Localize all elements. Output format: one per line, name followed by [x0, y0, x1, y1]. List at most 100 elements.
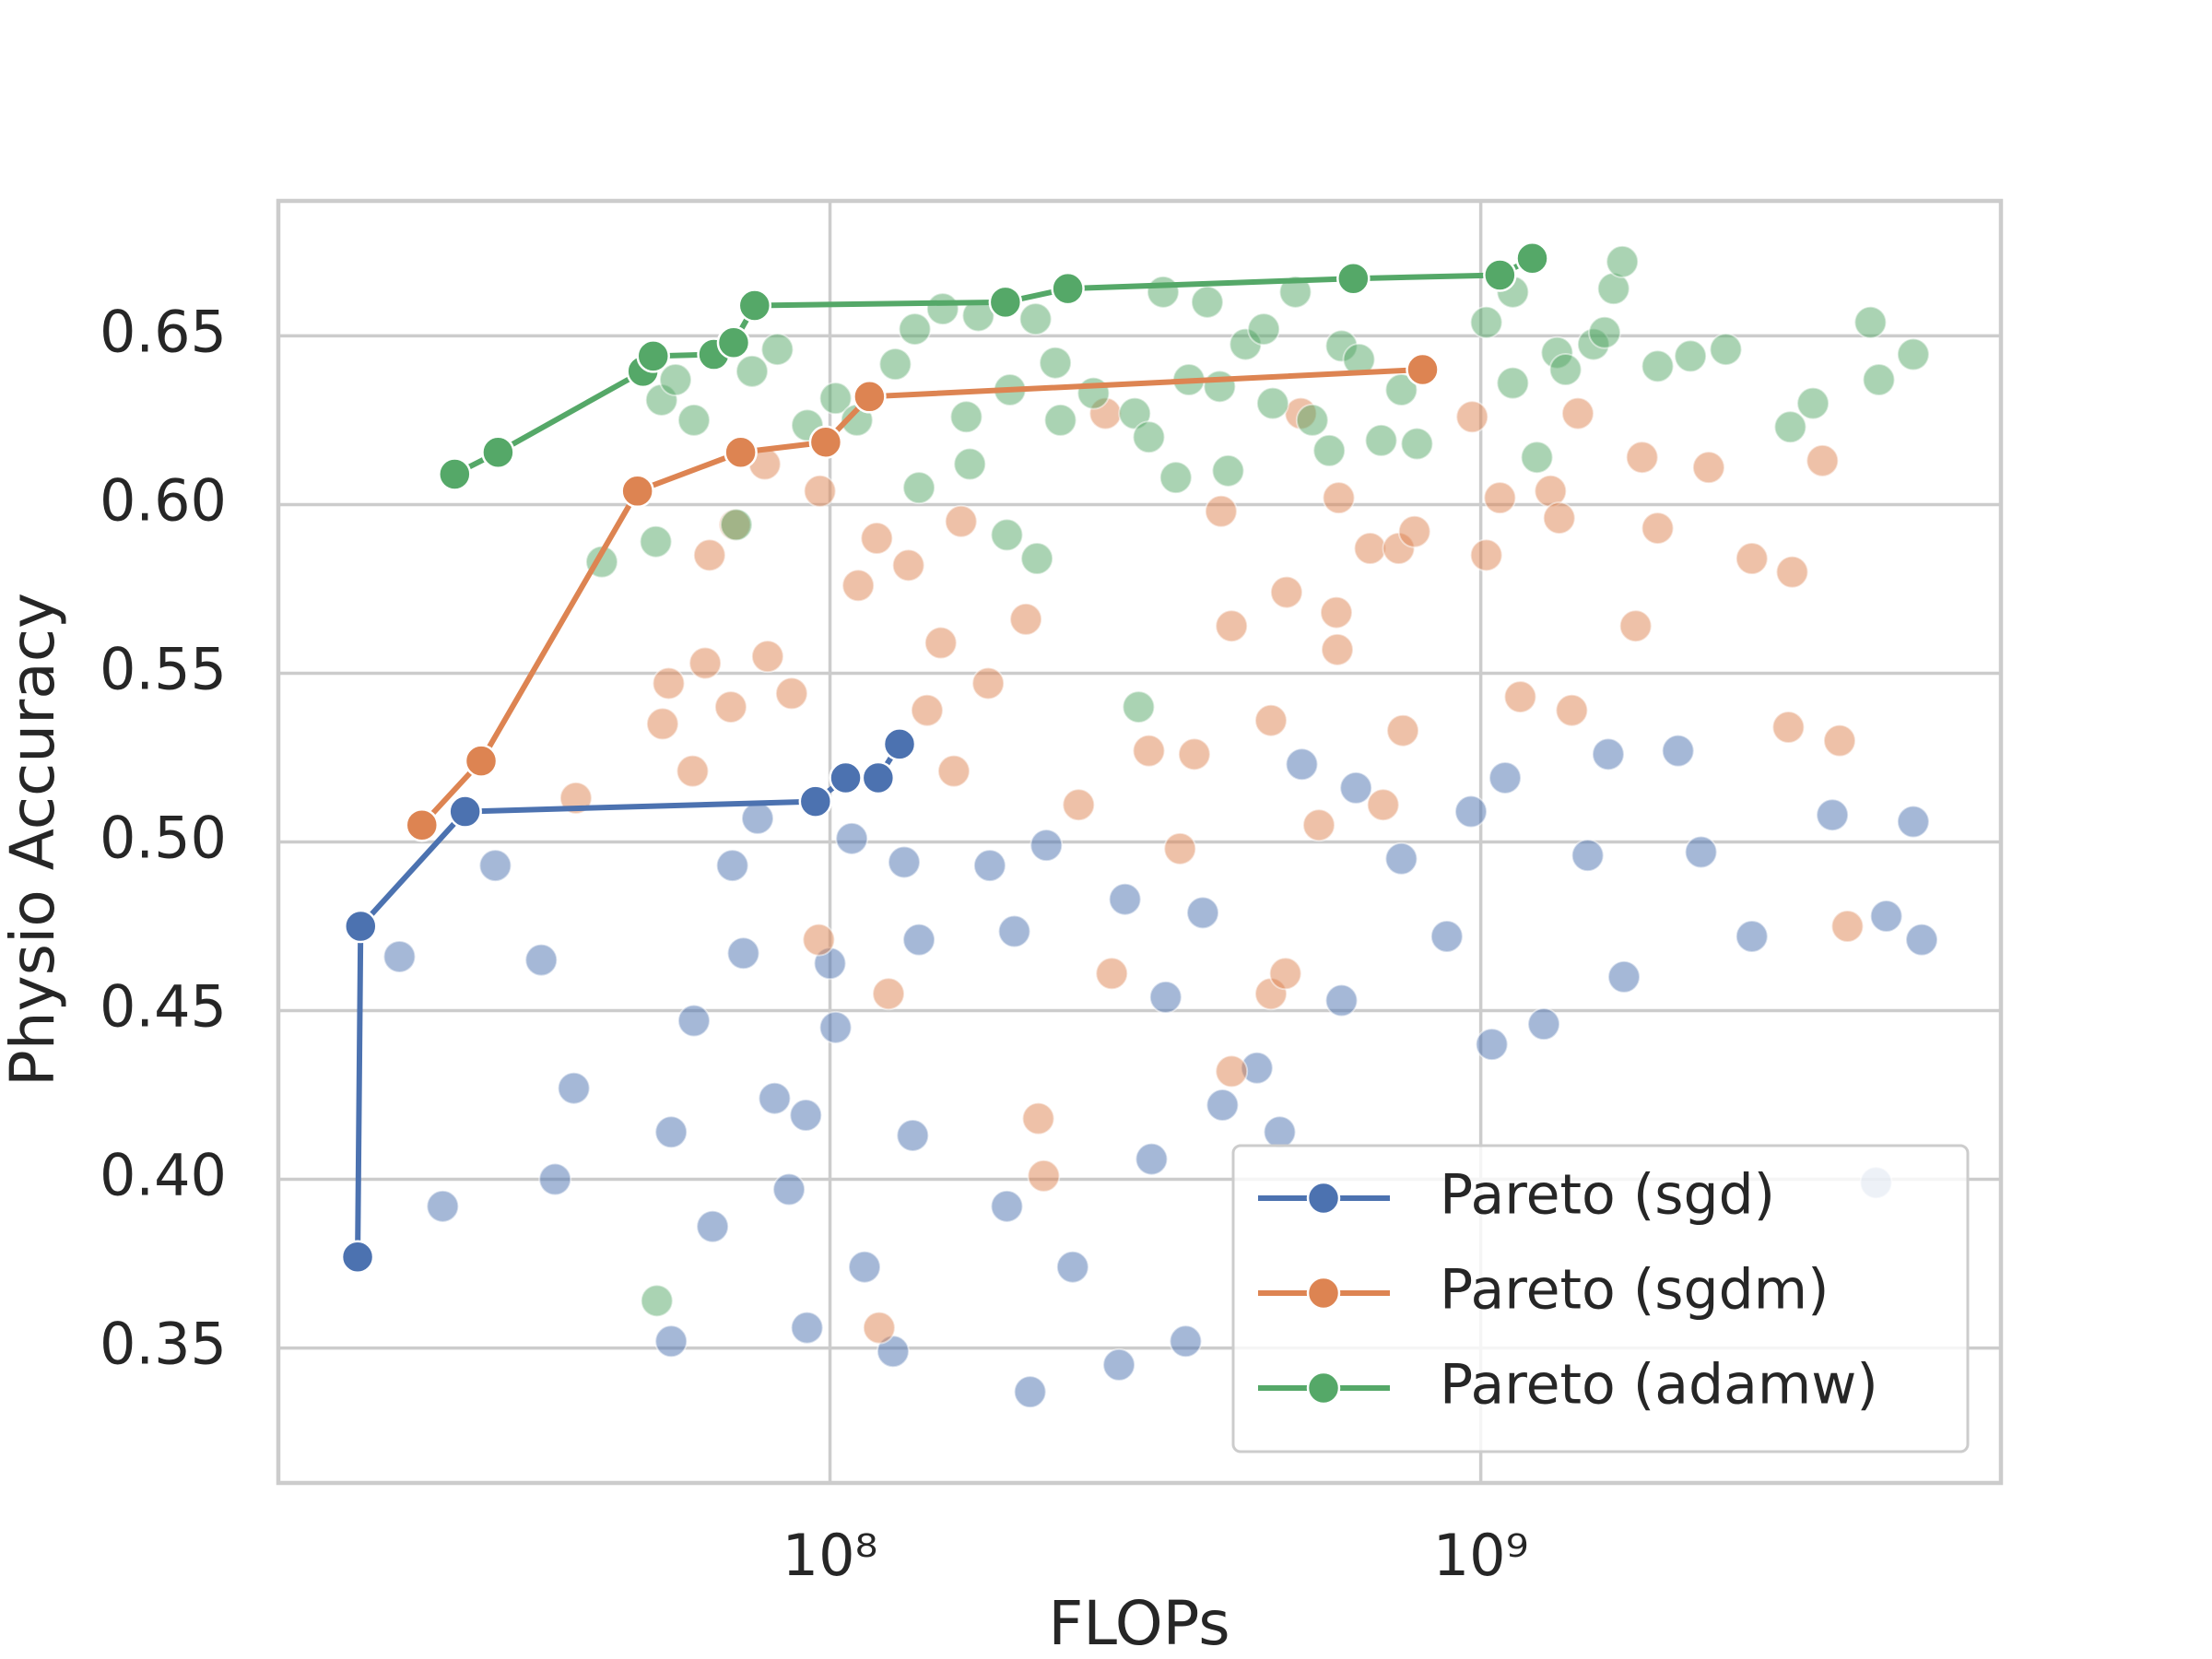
scatter-points	[382, 244, 1939, 1409]
legend-label: Pareto (sgdm)	[1440, 1258, 1830, 1323]
scatter-point	[1400, 427, 1434, 461]
scatter-point	[872, 977, 906, 1011]
scatter-point	[1625, 441, 1659, 475]
scatter-point	[696, 1209, 730, 1243]
scatter-point	[1542, 501, 1576, 535]
scatter-point	[1163, 831, 1197, 865]
pareto-marker	[1483, 258, 1517, 292]
y-tick-label: 0.60	[100, 467, 227, 535]
pareto-marker	[448, 794, 482, 829]
scatter-point	[774, 677, 808, 711]
pareto-marker	[481, 435, 515, 469]
y-tick-label: 0.55	[100, 636, 227, 703]
scatter-point	[750, 640, 784, 674]
legend-box	[1231, 1144, 1970, 1453]
scatter-point	[1896, 805, 1930, 839]
scatter-point	[971, 666, 1006, 700]
scatter-point	[677, 1004, 711, 1038]
scatter-point	[1709, 333, 1743, 367]
pareto-marker	[737, 288, 772, 323]
scatter-point	[1674, 339, 1708, 373]
pareto-marker	[1406, 352, 1440, 387]
scatter-point	[896, 1118, 930, 1152]
scatter-point	[1021, 1101, 1055, 1135]
pareto-lines	[340, 241, 1549, 1274]
scatter-point	[1830, 910, 1865, 944]
scatter-point	[1560, 396, 1594, 430]
scatter-point	[1483, 481, 1517, 515]
y-tick-label: 0.35	[100, 1311, 227, 1378]
scatter-point	[1204, 494, 1238, 528]
scatter-point	[1853, 305, 1888, 339]
scatter-point	[538, 1162, 572, 1196]
pareto-marker	[798, 784, 833, 818]
scatter-point	[1816, 798, 1850, 832]
pareto-marker	[620, 474, 654, 509]
pareto-marker	[344, 909, 378, 944]
pareto-marker	[724, 435, 758, 469]
scatter-point	[1146, 275, 1180, 309]
scatter-point	[898, 312, 932, 347]
scatter-point	[1285, 747, 1319, 782]
scatter-point	[1773, 410, 1807, 444]
scatter-point	[860, 522, 894, 556]
scatter-point	[1469, 538, 1503, 572]
scatter-point	[760, 333, 794, 367]
scatter-point	[1896, 337, 1930, 371]
scatter-point	[1169, 1324, 1203, 1359]
scatter-point	[887, 845, 921, 879]
pareto-marker	[340, 1240, 375, 1274]
pareto-marker	[716, 325, 751, 359]
scatter-point	[910, 693, 944, 727]
scatter-point	[1869, 900, 1903, 934]
scatter-point	[1206, 1088, 1240, 1123]
scatter-point	[478, 849, 512, 883]
x-tick-label: 10⁹	[1433, 1522, 1529, 1589]
scatter-point	[1822, 724, 1856, 758]
scatter-point	[925, 292, 959, 326]
pareto-marker	[853, 380, 887, 414]
scatter-point	[1520, 441, 1554, 475]
scatter-point	[1122, 690, 1156, 724]
y-tick-label: 0.65	[100, 299, 227, 366]
scatter-point	[1253, 703, 1288, 737]
scatter-point	[1475, 1028, 1509, 1062]
x-axis-label: FLOPs	[1048, 1588, 1230, 1659]
scatter-point	[789, 1099, 823, 1133]
scatter-point	[818, 382, 853, 416]
scatter-point	[1009, 602, 1043, 636]
y-tick-label: 0.50	[100, 805, 227, 872]
scatter-point	[1430, 919, 1464, 953]
scatter-point	[557, 1071, 591, 1105]
scatter-point	[1555, 693, 1589, 727]
x-tick-label: 10⁸	[782, 1522, 878, 1589]
scatter-point	[841, 569, 876, 603]
scatter-point	[997, 914, 1031, 948]
scatter-point	[1159, 461, 1193, 495]
scatter-point	[1135, 1142, 1169, 1176]
scatter-point	[790, 1311, 824, 1345]
scatter-point	[645, 707, 679, 741]
scatter-point	[1384, 372, 1418, 406]
scatter-point	[1043, 403, 1077, 437]
legend-label: Pareto (sgd)	[1440, 1163, 1775, 1228]
scatter-point	[1295, 403, 1329, 437]
scatter-point	[1641, 349, 1675, 383]
scatter-point	[802, 923, 836, 957]
scatter-point	[1020, 542, 1054, 576]
scatter-point	[1320, 632, 1354, 666]
pareto-marker	[464, 744, 499, 778]
scatter-point	[713, 690, 747, 724]
pareto-marker	[1051, 271, 1085, 306]
scatter-point	[1496, 366, 1530, 400]
scatter-point	[1684, 835, 1718, 869]
scatter-point	[1247, 312, 1281, 347]
scatter-point	[990, 1189, 1024, 1223]
scatter-point	[715, 849, 749, 883]
scatter-point	[1319, 595, 1353, 629]
legend-marker	[1306, 1371, 1341, 1406]
scatter-point	[1263, 1115, 1297, 1149]
scatter-point	[640, 1284, 674, 1318]
scatter-point	[1027, 1159, 1061, 1193]
plot-frame	[276, 198, 2004, 1486]
